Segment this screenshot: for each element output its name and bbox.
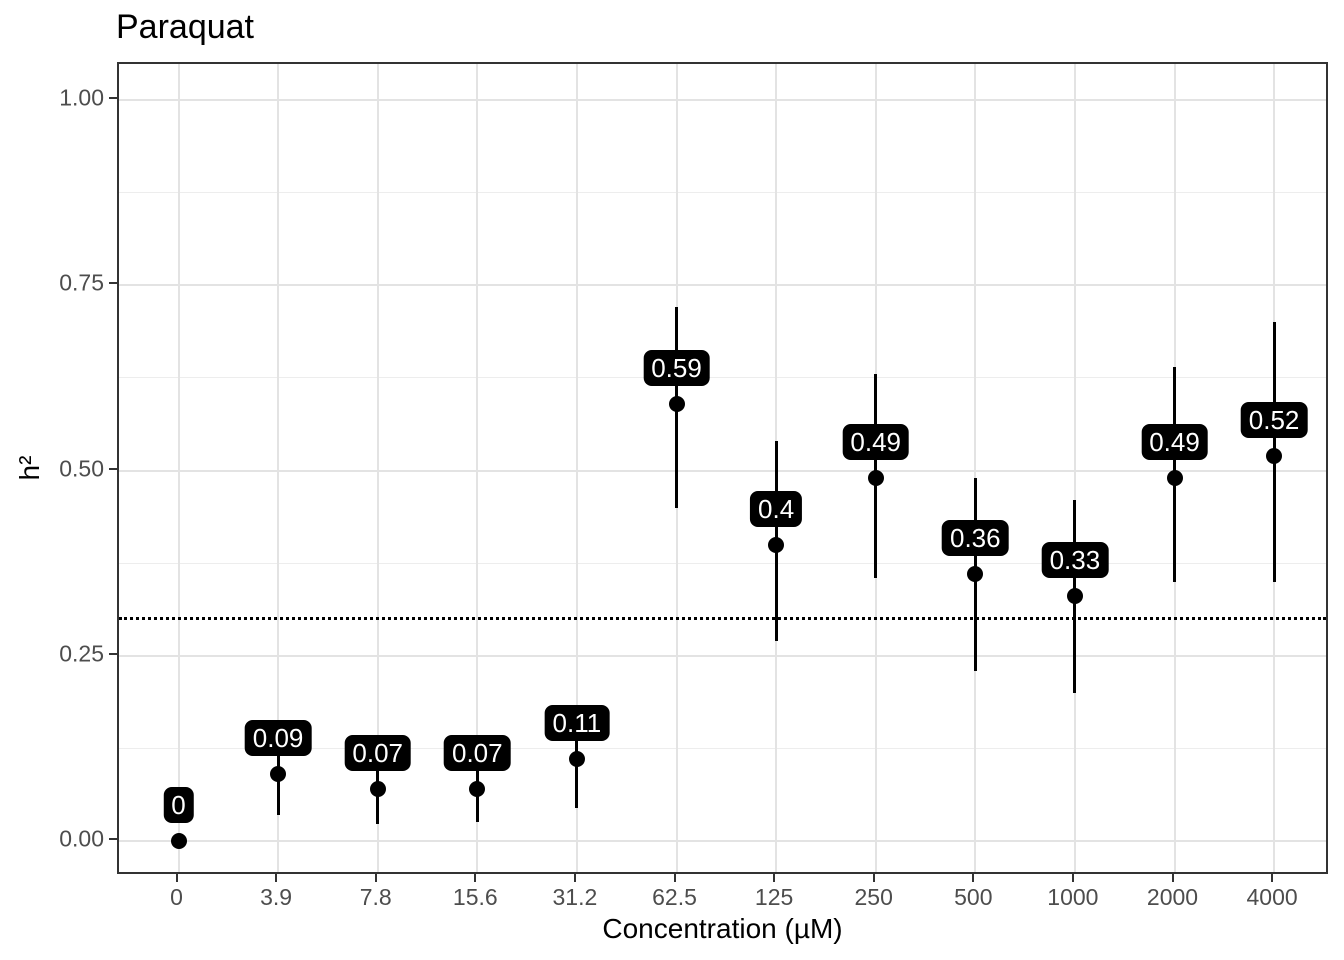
x-tick-label: 0 bbox=[170, 884, 183, 910]
point-label: 0.52 bbox=[1240, 401, 1308, 438]
y-tick-mark bbox=[109, 467, 117, 470]
gridline-major-h bbox=[119, 284, 1326, 287]
x-tick-label: 31.2 bbox=[552, 884, 598, 910]
y-tick-label: 0.75 bbox=[59, 269, 104, 296]
x-tick-label: 500 bbox=[954, 884, 993, 910]
x-tick-label: 4000 bbox=[1246, 884, 1298, 910]
data-point bbox=[1166, 469, 1183, 486]
x-tick-mark bbox=[972, 874, 975, 882]
gridline-major-v bbox=[277, 64, 280, 872]
data-point bbox=[768, 536, 785, 553]
reference-dotted-line bbox=[119, 617, 1326, 621]
y-tick-mark bbox=[109, 282, 117, 285]
point-label: 0.59 bbox=[643, 349, 710, 386]
gridline-major-h bbox=[119, 99, 1326, 101]
x-tick-label: 2000 bbox=[1146, 884, 1199, 910]
data-point bbox=[170, 833, 187, 849]
data-point bbox=[967, 566, 984, 583]
y-tick-mark bbox=[109, 838, 117, 840]
point-label: 0.49 bbox=[842, 423, 909, 460]
gridline-minor-h bbox=[119, 377, 1326, 379]
gridline-major-v bbox=[476, 64, 479, 872]
x-tick-mark bbox=[474, 874, 477, 882]
data-point bbox=[369, 781, 386, 798]
data-point bbox=[1266, 447, 1283, 464]
gridline-major-v bbox=[974, 64, 977, 872]
gridline-minor-h bbox=[119, 562, 1326, 564]
point-label: 0.09 bbox=[244, 720, 312, 757]
data-point bbox=[568, 751, 585, 768]
x-tick-mark bbox=[275, 874, 278, 882]
gridline-major-h bbox=[119, 469, 1326, 472]
point-label: 0.36 bbox=[941, 520, 1009, 557]
x-tick-label: 3.9 bbox=[260, 884, 293, 910]
data-point bbox=[867, 469, 884, 486]
x-axis-title: Concentration (µM) bbox=[602, 913, 843, 944]
y-tick-mark bbox=[109, 97, 117, 99]
y-tick-label: 0.50 bbox=[59, 455, 104, 481]
y-tick-label: 0.25 bbox=[59, 640, 104, 667]
gridline-major-h bbox=[119, 840, 1326, 842]
point-label: 0.33 bbox=[1041, 542, 1109, 579]
x-tick-mark bbox=[773, 874, 776, 882]
point-label: 0.07 bbox=[443, 735, 511, 772]
gridline-major-v bbox=[177, 64, 180, 872]
point-label: 0.49 bbox=[1141, 423, 1208, 460]
gridline-major-v bbox=[376, 64, 379, 872]
point-label: 0.4 bbox=[750, 490, 803, 527]
data-point bbox=[469, 781, 486, 798]
point-label: 0 bbox=[163, 787, 194, 823]
x-tick-mark bbox=[175, 874, 178, 882]
x-tick-label: 7.8 bbox=[359, 884, 392, 910]
point-label: 0.07 bbox=[344, 735, 411, 772]
gridline-minor-h bbox=[119, 192, 1326, 194]
gridline-major-v bbox=[1073, 64, 1076, 872]
chart-title: Paraquat bbox=[116, 8, 254, 46]
y-tick-label: 1.00 bbox=[59, 84, 104, 111]
gridline-minor-h bbox=[119, 747, 1326, 749]
x-tick-label: 15.6 bbox=[452, 884, 498, 910]
x-tick-mark bbox=[1071, 874, 1074, 882]
x-tick-label: 62.5 bbox=[652, 884, 697, 910]
data-point bbox=[270, 766, 287, 783]
y-tick-label: 0.00 bbox=[59, 825, 104, 852]
x-tick-label: 125 bbox=[754, 884, 794, 910]
x-tick-mark bbox=[673, 874, 676, 882]
x-tick-mark bbox=[1271, 874, 1274, 882]
x-tick-mark bbox=[374, 874, 377, 882]
x-tick-label: 250 bbox=[854, 884, 893, 910]
data-point bbox=[668, 395, 685, 412]
x-tick-mark bbox=[573, 874, 576, 882]
y-tick-mark bbox=[109, 652, 117, 655]
data-point bbox=[1066, 588, 1083, 605]
x-tick-label: 1000 bbox=[1047, 884, 1099, 910]
gridline-major-v bbox=[575, 64, 578, 872]
x-tick-mark bbox=[872, 874, 875, 882]
point-label: 0.11 bbox=[544, 705, 610, 742]
gridline-major-h bbox=[119, 654, 1326, 657]
plot-panel: 0 0.09 0.07 0.07 0.11 0.59 0.4 0.49 0.36 0.33 0.49… bbox=[117, 62, 1328, 874]
x-tick-mark bbox=[1171, 874, 1174, 882]
